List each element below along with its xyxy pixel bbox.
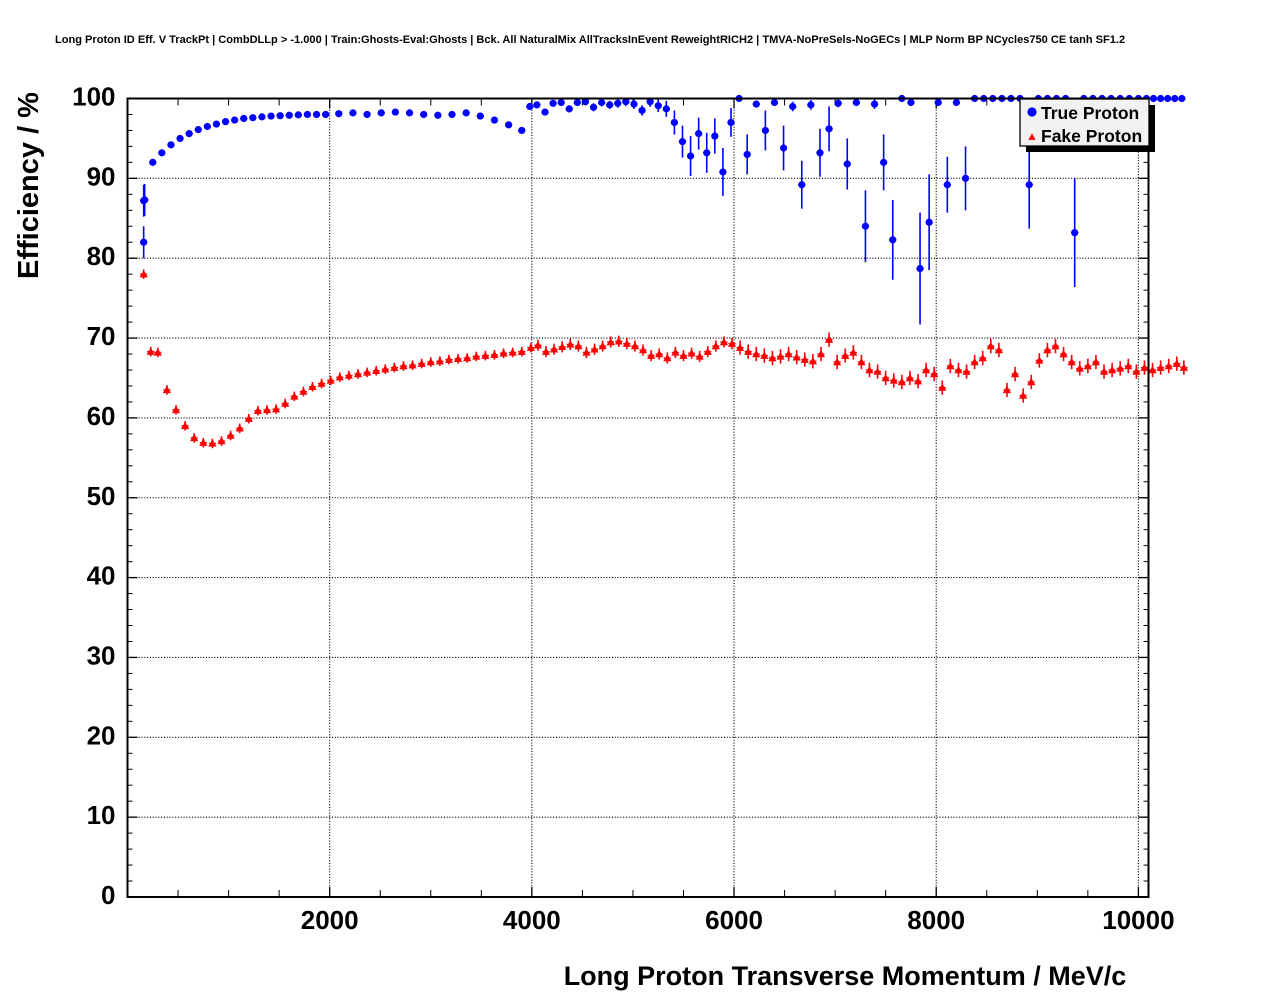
svg-text:100: 100 [72, 82, 115, 112]
svg-text:10: 10 [87, 800, 116, 830]
svg-text:2000: 2000 [301, 905, 359, 935]
svg-text:Long Proton ID Eff. V TrackPt: Long Proton ID Eff. V TrackPt | CombDLLp… [55, 34, 1125, 46]
svg-text:Efficiency / %: Efficiency / % [13, 92, 45, 279]
svg-text:80: 80 [87, 241, 116, 271]
svg-text:Long Proton Transverse Momentu: Long Proton Transverse Momentum / MeV/c [564, 961, 1127, 991]
svg-text:8000: 8000 [907, 905, 965, 935]
svg-text:40: 40 [87, 561, 116, 591]
svg-text:20: 20 [87, 720, 116, 750]
svg-text:4000: 4000 [503, 905, 561, 935]
svg-text:90: 90 [87, 161, 116, 191]
svg-text:30: 30 [87, 640, 116, 670]
svg-text:6000: 6000 [705, 905, 763, 935]
svg-text:True Proton: True Proton [1041, 103, 1139, 123]
svg-text:10000: 10000 [1102, 905, 1174, 935]
svg-text:0: 0 [101, 880, 115, 910]
svg-text:70: 70 [87, 321, 116, 351]
svg-text:60: 60 [87, 401, 116, 431]
svg-text:Fake Proton: Fake Proton [1041, 126, 1142, 146]
svg-text:50: 50 [87, 481, 116, 511]
